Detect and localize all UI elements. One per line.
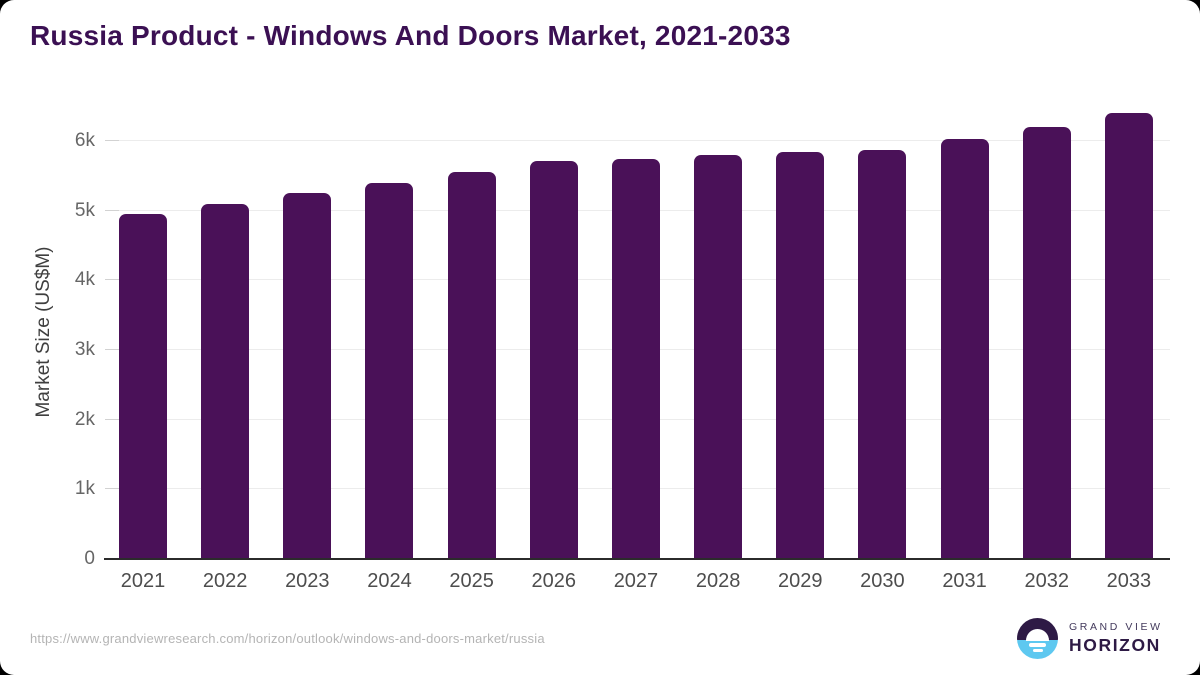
x-tick-label: 2022	[202, 570, 248, 592]
brand-line-1: GRAND VIEW	[1069, 621, 1163, 633]
y-tick-label: 1k	[74, 478, 95, 500]
bar-2026[interactable]	[529, 161, 578, 559]
x-tick-cell: 2033	[1105, 570, 1153, 593]
x-tick-cell: 2023	[283, 570, 331, 593]
x-tick-label: 2031	[942, 570, 987, 592]
bar-2029[interactable]	[776, 152, 825, 559]
x-tick-label: 2021	[120, 570, 166, 592]
axis-tick	[105, 209, 119, 211]
x-tick-cell: 2027	[612, 570, 660, 593]
x-tick-cell: 2022	[201, 570, 249, 593]
x-tick-label: 2024	[367, 570, 412, 592]
sun-icon	[1026, 629, 1049, 641]
bar-2025[interactable]	[447, 171, 496, 559]
brand-line-2: HORIZON	[1069, 635, 1161, 655]
x-tick-label: 2030	[860, 570, 905, 592]
y-tick-label: 0	[84, 548, 95, 569]
y-tick-label: 5k	[74, 199, 95, 221]
bar-2023[interactable]	[283, 193, 332, 559]
bar-2032[interactable]	[1022, 126, 1071, 559]
plot-area	[104, 106, 1170, 560]
axis-tick	[105, 139, 119, 141]
axis-tick	[105, 279, 119, 281]
x-tick-cell: 2028	[694, 570, 742, 593]
axis-tick	[105, 348, 119, 350]
x-tick-label: 2029	[778, 570, 823, 592]
axis-tick	[105, 488, 119, 490]
bar-2021[interactable]	[119, 214, 167, 559]
axis-tick	[105, 418, 119, 420]
horizon-line-icon	[1032, 648, 1043, 653]
chart-title: Russia Product - Windows And Doors Marke…	[30, 20, 791, 51]
x-tick-label: 2025	[449, 570, 494, 592]
x-tick-cell: 2030	[858, 570, 906, 593]
bar-2024[interactable]	[365, 182, 414, 559]
brand-logo: GRAND VIEW HORIZON	[1017, 618, 1163, 659]
bars-container	[119, 106, 1153, 559]
y-tick-label: 4k	[74, 269, 95, 291]
x-tick-cell: 2029	[776, 570, 824, 593]
y-tick-label: 6k	[74, 129, 95, 151]
bar-2027[interactable]	[611, 158, 660, 559]
bar-2030[interactable]	[858, 149, 907, 559]
x-tick-label: 2033	[1106, 570, 1152, 592]
x-tick-label: 2023	[285, 570, 330, 592]
x-tick-label: 2028	[695, 570, 741, 592]
x-tick-cell: 2031	[941, 570, 989, 593]
x-tick-label: 2026	[531, 570, 577, 592]
x-axis-tick-labels: 2021 2022 2023 2024 2025 2026 2027 2028 2029 2030…	[119, 570, 1153, 593]
x-tick-cell: 2032	[1023, 570, 1071, 593]
x-tick-label: 2032	[1024, 570, 1069, 592]
x-axis-line	[104, 558, 1170, 560]
bar-2033[interactable]	[1104, 112, 1153, 559]
source-url: https://www.grandviewresearch.com/horizo…	[30, 631, 545, 646]
grand-view-horizon-icon	[1017, 618, 1058, 659]
y-tick-label: 2k	[74, 408, 95, 430]
bar-2031[interactable]	[940, 139, 989, 559]
horizon-line-icon	[1029, 643, 1046, 647]
x-tick-cell: 2026	[530, 570, 578, 593]
x-tick-cell: 2024	[365, 570, 413, 593]
x-tick-cell: 2021	[119, 570, 167, 593]
y-axis-tick-labels: 0 1k 2k 3k 4k 5k 6k	[30, 106, 95, 569]
gridline	[105, 139, 1170, 141]
x-tick-cell: 2025	[448, 570, 496, 593]
bar-2028[interactable]	[694, 155, 743, 559]
bar-2022[interactable]	[201, 203, 250, 559]
y-tick-label: 3k	[74, 338, 95, 360]
x-tick-label: 2027	[613, 570, 659, 592]
brand-wordmark: GRAND VIEW HORIZON	[1069, 621, 1163, 656]
